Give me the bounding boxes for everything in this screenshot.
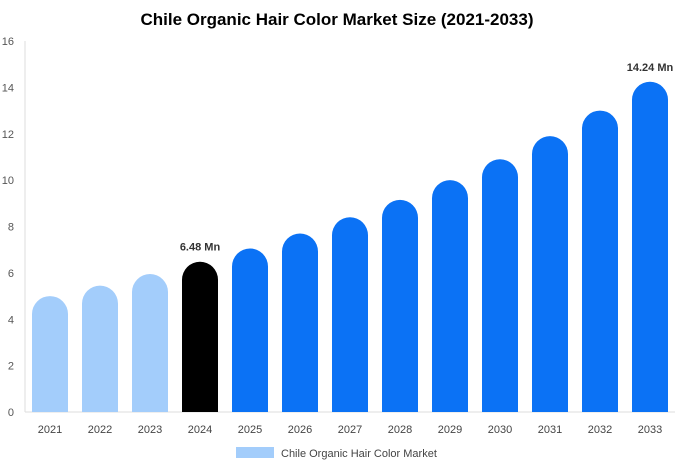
y-tick-label: 16 (2, 36, 14, 48)
bars-layer (32, 81, 668, 412)
x-tick-label: 2021 (38, 424, 62, 436)
y-tick-label: 10 (2, 175, 14, 187)
x-tick-label: 2026 (288, 424, 312, 436)
bar-2029 (432, 180, 468, 412)
y-tick-label: 14 (2, 82, 14, 94)
bar-2021 (32, 296, 68, 412)
y-tick-label: 4 (8, 314, 14, 326)
x-tick-label: 2031 (538, 424, 562, 436)
y-tick-label: 12 (2, 129, 14, 141)
data-label: 14.24 Mn (627, 62, 674, 74)
x-tick-label: 2030 (488, 424, 512, 436)
x-tick-label: 2033 (638, 424, 662, 436)
labels-layer: 6.48 Mn 14.24 Mn (180, 62, 674, 254)
x-tick-label: 2029 (438, 424, 462, 436)
chart-title: Chile Organic Hair Color Market Size (20… (140, 10, 533, 29)
bar-2026 (282, 233, 318, 412)
legend-label: Chile Organic Hair Color Market (281, 448, 437, 460)
bar-2031 (532, 136, 568, 412)
axes-layer: 0 2 4 6 8 10 12 14 16 2021 2022 2023 2024 2025 2026 202… (2, 36, 675, 436)
legend-swatch (236, 447, 274, 458)
y-tick-label: 8 (8, 222, 14, 234)
x-tick-label: 2024 (188, 424, 212, 436)
bar-2023 (132, 274, 168, 412)
y-tick-label: 6 (8, 268, 14, 280)
x-tick-label: 2028 (388, 424, 412, 436)
x-tick-label: 2027 (338, 424, 362, 436)
x-tick-label: 2022 (88, 424, 112, 436)
y-tick-label: 2 (8, 361, 14, 373)
x-tick-label: 2032 (588, 424, 612, 436)
bar-2022 (82, 285, 118, 412)
bar-2028 (382, 199, 418, 412)
data-label: 6.48 Mn (180, 242, 221, 254)
bar-2030 (482, 159, 518, 412)
bar-2024 (182, 261, 218, 412)
legend: Chile Organic Hair Color Market (236, 447, 437, 460)
x-tick-label: 2023 (138, 424, 162, 436)
bar-2032 (582, 110, 618, 412)
x-tick-label: 2025 (238, 424, 262, 436)
bar-2025 (232, 248, 268, 412)
bar-2027 (332, 217, 368, 412)
bar-2033 (632, 81, 668, 412)
y-tick-label: 0 (8, 407, 14, 419)
